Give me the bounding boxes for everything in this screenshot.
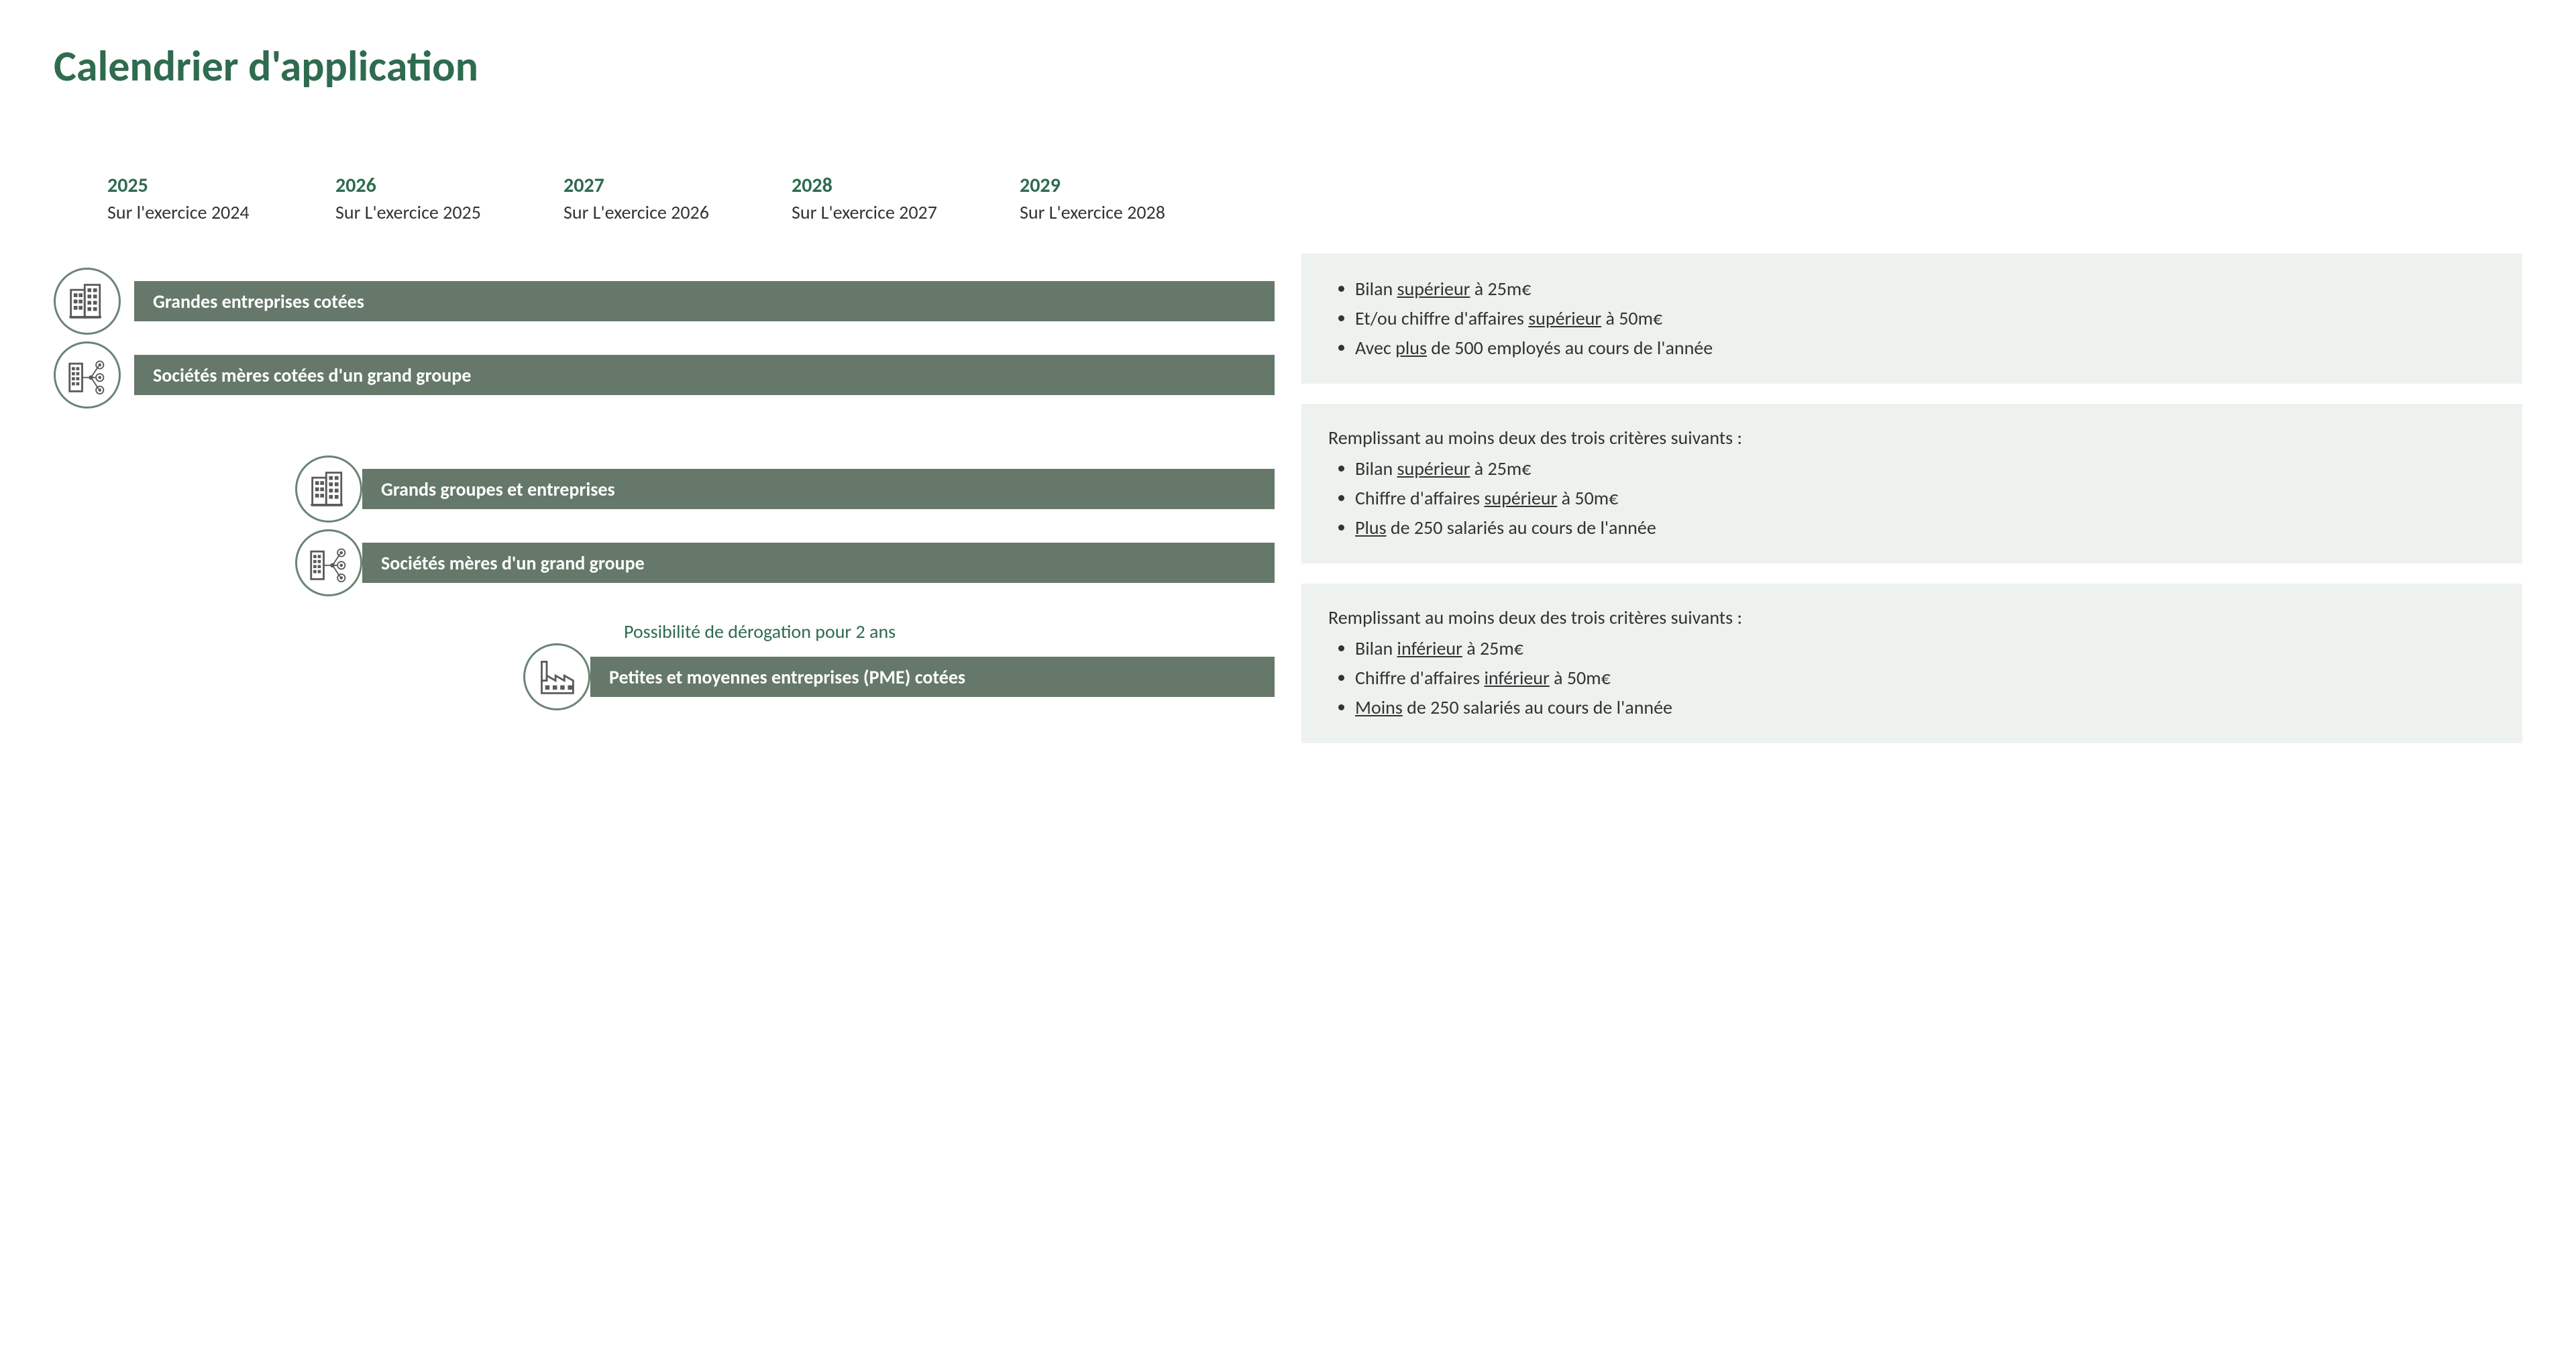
criteria-box: Remplissant au moins deux des trois crit…: [1301, 584, 2522, 743]
criteria-list: Bilan supérieur à 25m€Chiffre d'affaires…: [1328, 455, 2496, 542]
year-label: 2026: [335, 173, 564, 198]
timeline-column: 2025Sur l'exercice 20242026Sur L'exercic…: [54, 173, 1275, 743]
timeline-header: 2025Sur l'exercice 20242026Sur L'exercic…: [54, 173, 1275, 224]
criteria-item: Plus de 250 salariés au cours de l'année: [1355, 514, 2496, 542]
criteria-list: Bilan inférieur à 25m€Chiffre d'affaires…: [1328, 635, 2496, 722]
criteria-item: Bilan inférieur à 25m€: [1355, 635, 2496, 663]
criteria-item: Avec plus de 500 employés au cours de l'…: [1355, 334, 2496, 362]
criteria-item: Moins de 250 salariés au cours de l'anné…: [1355, 694, 2496, 722]
timeline-year: 2025 Sur l'exercice 2024: [107, 173, 335, 224]
year-sub: Sur L'exercice 2025: [335, 201, 564, 224]
year-label: 2029: [1020, 173, 1248, 198]
criteria-item: Chiffre d'affaires supérieur à 50m€: [1355, 484, 2496, 512]
year-label: 2025: [107, 173, 335, 198]
criteria-item: Bilan supérieur à 25m€: [1355, 275, 2496, 303]
criteria-column: Bilan supérieur à 25m€Et/ou chiffre d'af…: [1301, 254, 2522, 743]
criteria-list: Bilan supérieur à 25m€Et/ou chiffre d'af…: [1328, 275, 2496, 362]
timeline-year: 2029 Sur L'exercice 2028: [1020, 173, 1248, 224]
year-sub: Sur L'exercice 2027: [792, 201, 1020, 224]
buildings-icon: [295, 455, 362, 523]
criteria-item: Chiffre d'affaires inférieur à 50m€: [1355, 664, 2496, 692]
page-title: Calendrier d'application: [54, 40, 2522, 93]
timeline-year: 2026 Sur L'exercice 2025: [335, 173, 564, 224]
year-sub: Sur L'exercice 2028: [1020, 201, 1248, 224]
criteria-box: Remplissant au moins deux des trois crit…: [1301, 404, 2522, 563]
year-sub: Sur L'exercice 2026: [564, 201, 792, 224]
timeline-bar: Grands groupes et entreprises: [362, 469, 1275, 509]
bar-row: Grands groupes et entreprises: [54, 466, 1275, 512]
bar-row: Possibilité de dérogation pour 2 ansPeti…: [54, 653, 1275, 700]
timeline-year: 2028 Sur L'exercice 2027: [792, 173, 1020, 224]
timeline-bar: Petites et moyennes entreprises (PME) co…: [590, 657, 1275, 697]
bar-row: Sociétés mères d'un grand groupe: [54, 539, 1275, 586]
timeline-bar: Grandes entreprises cotées: [134, 281, 1275, 321]
criteria-item: Bilan supérieur à 25m€: [1355, 455, 2496, 483]
criteria-item: Et/ou chiffre d'affaires supérieur à 50m…: [1355, 305, 2496, 333]
derogation-note: Possibilité de dérogation pour 2 ans: [624, 620, 896, 643]
building-network-icon: [54, 341, 121, 409]
year-label: 2027: [564, 173, 792, 198]
building-network-icon: [295, 529, 362, 596]
year-sub: Sur l'exercice 2024: [107, 201, 335, 224]
factory-icon: [523, 643, 590, 710]
group-gap: [54, 425, 1275, 466]
criteria-lead: Remplissant au moins deux des trois crit…: [1328, 604, 2496, 632]
timeline-year: 2027 Sur L'exercice 2026: [564, 173, 792, 224]
timeline-bar: Sociétés mères d'un grand groupe: [362, 543, 1275, 583]
bar-row: Sociétés mères cotées d'un grand groupe: [54, 351, 1275, 398]
criteria-box: Bilan supérieur à 25m€Et/ou chiffre d'af…: [1301, 254, 2522, 384]
criteria-lead: Remplissant au moins deux des trois crit…: [1328, 424, 2496, 452]
content: 2025Sur l'exercice 20242026Sur L'exercic…: [54, 173, 2522, 743]
buildings-icon: [54, 268, 121, 335]
timeline-bar: Sociétés mères cotées d'un grand groupe: [134, 355, 1275, 395]
bar-row: Grandes entreprises cotées: [54, 278, 1275, 325]
year-label: 2028: [792, 173, 1020, 198]
bars-area: Grandes entreprises cotées Sociétés mères…: [54, 278, 1275, 700]
